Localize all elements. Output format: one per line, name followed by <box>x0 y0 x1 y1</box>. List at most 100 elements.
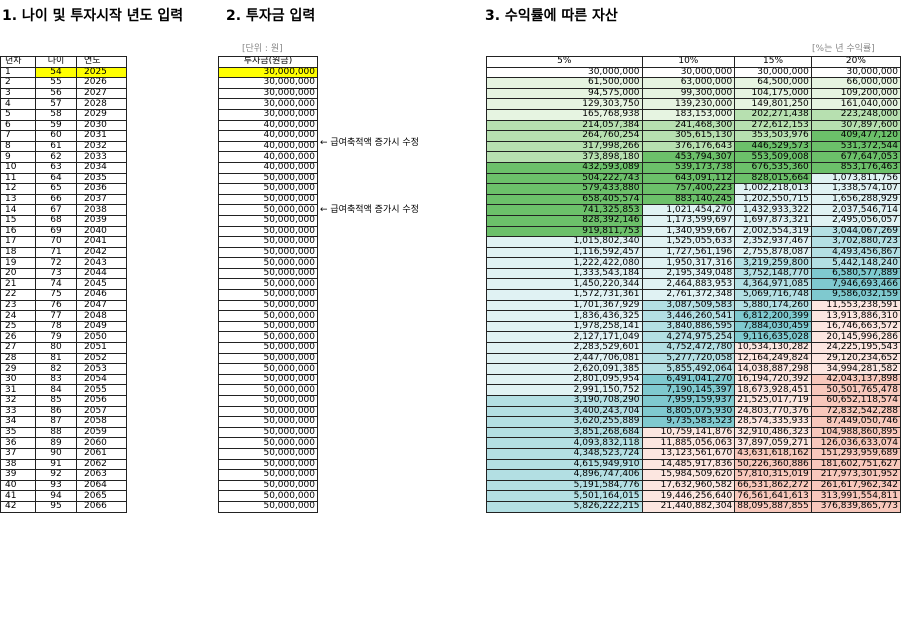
investment-cell[interactable]: 50,000,000 <box>218 426 318 439</box>
investment-cell[interactable]: 50,000,000 <box>218 193 318 206</box>
table-row: 2,991,150,752 7,190,145,397 18,673,928,451… <box>486 384 901 396</box>
investment-cell[interactable]: 50,000,000 <box>218 299 318 312</box>
asset-cell-rate-10: 9,735,583,523 <box>641 416 736 428</box>
age-cell: 82 <box>35 363 77 375</box>
investment-cell[interactable]: 40,000,000 <box>218 151 318 163</box>
investment-cell[interactable]: 40,000,000 <box>218 130 318 142</box>
investment-cell[interactable]: 50,000,000 <box>218 490 318 502</box>
investment-cell[interactable]: 50,000,000 <box>218 225 318 238</box>
asset-cell-rate-20: 313,991,554,811 <box>810 490 901 502</box>
age-cell[interactable]: 54 <box>35 66 77 79</box>
table-row: 50,000,000 <box>218 469 318 481</box>
table-row: 5,501,164,015 19,446,256,640 76,561,641,61… <box>486 490 901 502</box>
asset-cell-rate-15: 3,219,259,800 <box>734 257 812 269</box>
investment-cell[interactable]: 50,000,000 <box>218 405 318 418</box>
asset-cell-rate-10: 1,727,561,196 <box>641 246 736 259</box>
investment-cell[interactable]: 50,000,000 <box>218 204 318 216</box>
investment-cell[interactable]: 30,000,000 <box>218 66 318 79</box>
asset-cell-rate-15: 21,525,017,719 <box>734 395 812 407</box>
table-row: 50,000,000 <box>218 204 318 216</box>
year-cell: 2051 <box>76 342 127 354</box>
investment-cell[interactable]: 50,000,000 <box>218 267 318 280</box>
year-no-cell: 27 <box>0 342 36 354</box>
asset-cell-rate-20: 6,580,577,889 <box>810 267 901 280</box>
investment-cell[interactable]: 50,000,000 <box>218 246 318 259</box>
year-no-cell: 7 <box>0 130 36 142</box>
investment-cell[interactable]: 50,000,000 <box>218 416 318 428</box>
investment-cell[interactable]: 40,000,000 <box>218 140 318 153</box>
investment-cell[interactable]: 50,000,000 <box>218 236 318 248</box>
investment-cell[interactable]: 50,000,000 <box>218 437 318 449</box>
table-row: 23 76 2047 <box>0 299 127 312</box>
age-cell: 89 <box>35 437 77 449</box>
age-cell: 94 <box>35 490 77 502</box>
asset-cell-rate-15: 2,002,554,319 <box>734 225 812 238</box>
note-increase-edit: ← 급여축적액 증가시 수정 <box>320 205 419 215</box>
age-cell: 73 <box>35 267 77 280</box>
investment-cell[interactable]: 50,000,000 <box>218 183 318 195</box>
asset-cell-rate-10: 7,959,159,937 <box>641 395 736 407</box>
investment-cell[interactable]: 30,000,000 <box>218 108 318 121</box>
asset-cell-rate-15: 553,509,008 <box>734 151 812 163</box>
investment-cell[interactable]: 50,000,000 <box>218 458 318 471</box>
age-cell: 66 <box>35 193 77 206</box>
asset-cell-rate-20: 2,037,546,714 <box>810 204 901 216</box>
investment-cell[interactable]: 50,000,000 <box>218 479 318 492</box>
asset-cell-rate-5: 317,998,266 <box>486 140 643 153</box>
investment-cell[interactable]: 30,000,000 <box>218 77 318 89</box>
table-row: 5,826,222,215 21,440,882,304 88,095,887,85… <box>486 500 901 513</box>
investment-cell[interactable]: 50,000,000 <box>218 172 318 185</box>
asset-cell-rate-20: 217,973,301,952 <box>810 469 901 481</box>
year-no-cell: 11 <box>0 172 36 185</box>
investment-cell[interactable]: 30,000,000 <box>218 98 318 110</box>
investment-cell[interactable]: 50,000,000 <box>218 363 318 375</box>
investment-cell[interactable]: 50,000,000 <box>218 373 318 386</box>
asset-cell-rate-20: 87,449,050,746 <box>810 416 901 428</box>
investment-cell[interactable]: 50,000,000 <box>218 278 318 291</box>
investment-cell[interactable]: 40,000,000 <box>218 161 318 174</box>
asset-cell-rate-15: 12,164,249,824 <box>734 352 812 365</box>
table-row: 50,000,000 <box>218 437 318 449</box>
table-row: 741,325,853 1,021,454,270 1,432,933,322 2,0… <box>486 204 901 216</box>
investment-cell[interactable]: 50,000,000 <box>218 469 318 481</box>
investment-cell[interactable]: 40,000,000 <box>218 119 318 132</box>
year-cell[interactable]: 2025 <box>76 66 127 79</box>
table-row: 50,000,000 <box>218 363 318 375</box>
investment-cell[interactable]: 50,000,000 <box>218 500 318 513</box>
table-row: 32 85 2056 <box>0 395 127 407</box>
table-row: 50,000,000 <box>218 384 318 396</box>
asset-cell-rate-10: 5,277,720,058 <box>641 352 736 365</box>
year-no-cell: 4 <box>0 98 36 110</box>
age-cell: 59 <box>35 119 77 132</box>
year-no-cell: 35 <box>0 426 36 439</box>
investment-cell[interactable]: 50,000,000 <box>218 214 318 227</box>
asset-cell-rate-5: 1,015,802,340 <box>486 236 643 248</box>
investment-cell[interactable]: 30,000,000 <box>218 87 318 100</box>
asset-cell-rate-5: 4,093,832,118 <box>486 437 643 449</box>
investment-unit-label: [단위 : 원] <box>242 44 283 54</box>
investment-cell[interactable]: 50,000,000 <box>218 352 318 365</box>
investment-cell[interactable]: 50,000,000 <box>218 342 318 354</box>
asset-cell-rate-5: 1,836,436,325 <box>486 310 643 322</box>
asset-cell-rate-5: 3,190,708,290 <box>486 395 643 407</box>
table-row: 3,620,255,889 9,735,583,523 28,574,335,933… <box>486 416 901 428</box>
investment-cell[interactable]: 50,000,000 <box>218 395 318 407</box>
year-cell: 2037 <box>76 193 127 206</box>
age-cell: 78 <box>35 320 77 333</box>
table-row: 2,127,171,049 4,274,975,254 9,116,635,028 2… <box>486 331 901 344</box>
investment-cell[interactable]: 50,000,000 <box>218 384 318 396</box>
year-cell: 2027 <box>76 87 127 100</box>
investment-cell[interactable]: 50,000,000 <box>218 320 318 333</box>
asset-cell-rate-15: 5,069,716,748 <box>734 289 812 301</box>
investment-cell[interactable]: 50,000,000 <box>218 331 318 344</box>
asset-cell-rate-5: 2,620,091,385 <box>486 363 643 375</box>
table-row: 432,593,089 539,173,738 676,535,360 853,176… <box>486 161 901 174</box>
header-rate-5: 5% <box>486 56 643 68</box>
asset-cell-rate-20: 109,200,000 <box>810 87 901 100</box>
investment-cell[interactable]: 50,000,000 <box>218 257 318 269</box>
asset-cell-rate-15: 1,697,873,321 <box>734 214 812 227</box>
investment-cell[interactable]: 50,000,000 <box>218 310 318 322</box>
age-cell: 69 <box>35 225 77 238</box>
investment-cell[interactable]: 50,000,000 <box>218 447 318 460</box>
investment-cell[interactable]: 50,000,000 <box>218 289 318 301</box>
